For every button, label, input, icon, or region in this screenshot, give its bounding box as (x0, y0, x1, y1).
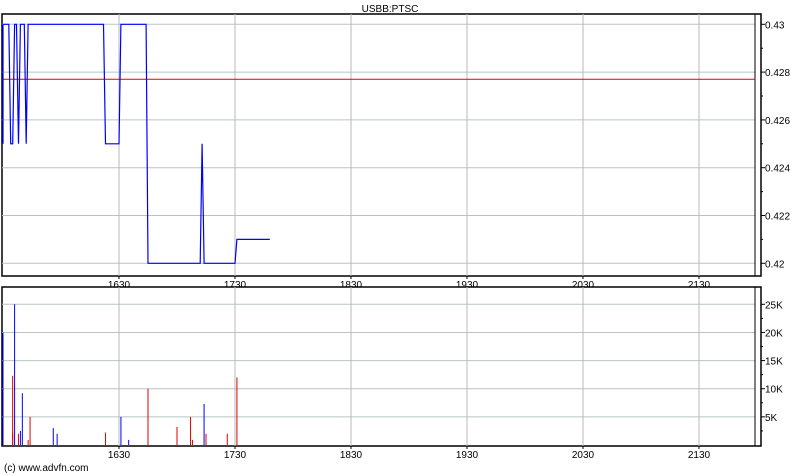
x-tick-label: 1630 (108, 280, 131, 291)
y-tick-label: 5K (765, 413, 778, 424)
x-tick-label: 1930 (456, 450, 479, 461)
chart-title: USBB:PTSC (362, 4, 419, 15)
x-tick-label: 1830 (340, 280, 363, 291)
y-tick-label: 20K (765, 328, 783, 339)
x-tick-label: 1630 (108, 450, 131, 461)
y-tick-label: 15K (765, 357, 783, 368)
x-tick-label: 2130 (688, 280, 711, 291)
x-tick-label: 2030 (572, 450, 595, 461)
y-tick-label: 0.422 (765, 212, 790, 223)
y-tick-label: 0.428 (765, 68, 790, 79)
price-series-line (2, 23, 270, 264)
plot-frame (1, 286, 762, 447)
x-tick-label: 1730 (224, 280, 247, 291)
x-tick-label: 2130 (688, 450, 711, 461)
x-tick-label: 1830 (340, 450, 363, 461)
x-tick-label: 2030 (572, 280, 595, 291)
y-tick-label: 0.43 (765, 20, 785, 31)
volume-panel: 25K 20K 15K 10K 5K 1630 1730 1830 1930 2030 2130 (1, 286, 783, 461)
y-tick-label: 0.42 (765, 259, 785, 270)
x-tick-label: 1930 (456, 280, 479, 291)
x-tick-label: 1730 (224, 450, 247, 461)
y-tick-label: 25K (765, 300, 783, 311)
y-tick-label: 0.424 (765, 164, 790, 175)
y-tick-label: 10K (765, 385, 783, 396)
plot-frame (1, 13, 762, 277)
price-panel: 0.43 0.428 0.426 0.424 0.422 0.42 1630 1730 1830… (1, 13, 790, 291)
copyright-footer: (c) www.advfn.com (4, 463, 88, 474)
y-tick-label: 0.426 (765, 116, 790, 127)
